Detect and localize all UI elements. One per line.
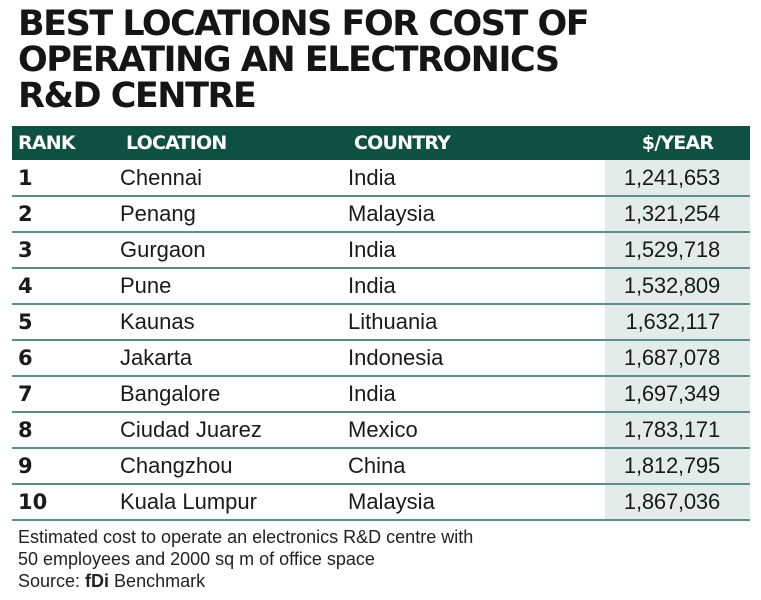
rank-cell: 5 — [12, 304, 120, 341]
location-cell: Ciudad Juarez — [120, 412, 348, 449]
rank-cell: 6 — [12, 340, 120, 377]
location-cell: Gurgaon — [120, 232, 348, 269]
note-line-1: Estimated cost to operate an electronics… — [18, 527, 474, 547]
table-row: 4 Pune India 1,532,809 — [12, 268, 750, 305]
country-cell: India — [348, 232, 605, 269]
country-cell: Malaysia — [348, 484, 605, 521]
value-cell: 1,321,254 — [605, 196, 750, 233]
rank-cell: 9 — [12, 448, 120, 485]
location-cell: Penang — [120, 196, 348, 233]
title-line-2: OPERATING AN ELECTRONICS — [18, 40, 560, 80]
source-name: fDi — [85, 571, 110, 591]
country-cell: Lithuania — [348, 304, 605, 341]
chart-title: BEST LOCATIONS FOR COST OF OPERATING AN … — [18, 6, 748, 114]
table-row: 2 Penang Malaysia 1,321,254 — [12, 196, 750, 233]
table-row: 6 Jakarta Indonesia 1,687,078 — [12, 340, 750, 377]
table-row: 8 Ciudad Juarez Mexico 1,783,171 — [12, 412, 750, 449]
value-cell: 1,632,117 — [605, 304, 750, 341]
header-country: COUNTRY — [354, 132, 451, 154]
value-cell: 1,812,795 — [605, 448, 750, 485]
header-location: LOCATION — [126, 132, 227, 154]
table-row: 9 Changzhou China 1,812,795 — [12, 448, 750, 485]
header-rank: RANK — [18, 132, 76, 154]
rank-cell: 8 — [12, 412, 120, 449]
header-value: $/YEAR — [641, 132, 714, 154]
title-line-3: R&D CENTRE — [18, 76, 257, 116]
value-cell: 1,783,171 — [605, 412, 750, 449]
table-row: 7 Bangalore India 1,697,349 — [12, 376, 750, 413]
location-cell: Jakarta — [120, 340, 348, 377]
country-cell: Malaysia — [348, 196, 605, 233]
note-line-2: 50 employees and 2000 sq m of office spa… — [18, 549, 375, 569]
value-cell: 1,529,718 — [605, 232, 750, 269]
country-cell: India — [348, 376, 605, 413]
rank-cell: 10 — [12, 484, 120, 521]
value-cell: 1,687,078 — [605, 340, 750, 377]
value-cell: 1,532,809 — [605, 268, 750, 305]
value-cell: 1,867,036 — [605, 484, 750, 521]
country-cell: India — [348, 160, 605, 197]
rank-cell: 2 — [12, 196, 120, 233]
value-cell: 1,697,349 — [605, 376, 750, 413]
value-cell: 1,241,653 — [605, 160, 750, 197]
location-cell: Changzhou — [120, 448, 348, 485]
table-row: 3 Gurgaon India 1,529,718 — [12, 232, 750, 269]
table-row: 5 Kaunas Lithuania 1,632,117 — [12, 304, 750, 341]
location-cell: Pune — [120, 268, 348, 305]
location-cell: Bangalore — [120, 376, 348, 413]
country-cell: Indonesia — [348, 340, 605, 377]
country-cell: Mexico — [348, 412, 605, 449]
table-header-row: RANK LOCATION COUNTRY $/YEAR — [12, 126, 750, 160]
source-line: Source: fDi Benchmark — [18, 570, 738, 592]
source-label: Source: — [18, 571, 86, 591]
rank-cell: 3 — [12, 232, 120, 269]
source-rest: Benchmark — [109, 571, 206, 591]
location-cell: Kuala Lumpur — [120, 484, 348, 521]
rank-cell: 4 — [12, 268, 120, 305]
country-cell: India — [348, 268, 605, 305]
table-row: 10 Kuala Lumpur Malaysia 1,867,036 — [12, 484, 750, 521]
ranking-table: RANK LOCATION COUNTRY $/YEAR 1 Chennai Ind… — [12, 126, 750, 521]
country-cell: China — [348, 448, 605, 485]
title-line-1: BEST LOCATIONS FOR COST OF — [18, 4, 590, 44]
table-row: 1 Chennai India 1,241,653 — [12, 160, 750, 197]
footnote: Estimated cost to operate an electronics… — [18, 526, 738, 592]
table-body: 1 Chennai India 1,241,653 2 Penang Malaysia 1,3… — [12, 160, 750, 521]
rank-cell: 7 — [12, 376, 120, 413]
location-cell: Chennai — [120, 160, 348, 197]
rank-cell: 1 — [12, 160, 120, 197]
location-cell: Kaunas — [120, 304, 348, 341]
